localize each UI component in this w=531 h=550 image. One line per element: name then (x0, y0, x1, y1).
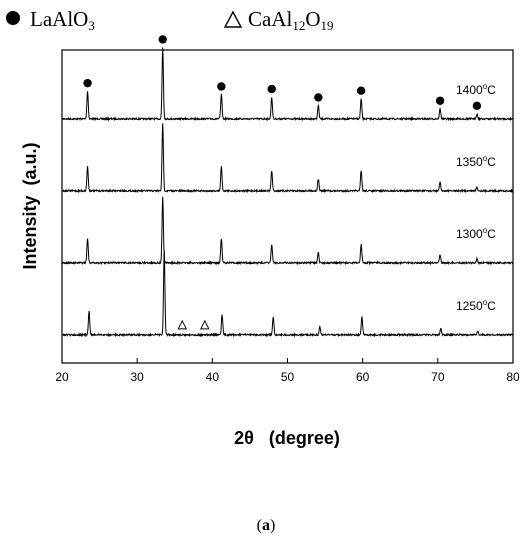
legend-label-laalo3: LaAlO3 (30, 7, 95, 33)
laalo3-peak-marker (217, 82, 226, 91)
series-line-1400 (61, 47, 514, 122)
plot-frame (61, 49, 514, 364)
x-tick-label: 40 (206, 370, 220, 384)
laalo3-peak-marker (472, 101, 482, 111)
y-axis-title: Intensity (a.u.) (20, 142, 40, 269)
x-axis-ticks: 20 30 40 50 60 70 80 (55, 358, 520, 384)
figure-caption: (a) (257, 517, 276, 534)
x-tick-label: 20 (55, 370, 69, 384)
phase-markers (83, 35, 482, 330)
laalo3-peak-marker (435, 96, 445, 105)
series-line-1300 (61, 196, 514, 266)
legend-marker-filled-circle (6, 11, 20, 25)
temperature-label-1350: 1350oC (456, 154, 496, 169)
temperature-label-1300: 1300oC (456, 226, 496, 241)
series-line-1350 (61, 123, 514, 194)
temperature-labels: 1400oC 1350oC 1300oC 1250oC (456, 82, 496, 313)
laalo3-peak-marker (314, 93, 323, 102)
x-tick-label: 60 (356, 370, 370, 384)
laalo3-peak-marker (158, 35, 167, 44)
laalo3-peak-marker (267, 84, 276, 94)
diffraction-traces (61, 47, 514, 338)
x-tick-label: 70 (431, 370, 445, 384)
x-tick-label: 50 (281, 370, 295, 384)
x-tick-label: 80 (506, 370, 520, 384)
legend: LaAlO3 CaAl12O19 (6, 7, 334, 33)
laalo3-peak-marker (83, 78, 92, 88)
caal12o19-peak-marker (200, 319, 210, 330)
laalo3-peak-marker (356, 86, 366, 95)
temperature-label-1250: 1250oC (456, 298, 496, 313)
legend-marker-open-triangle (223, 10, 243, 28)
x-tick-label: 30 (130, 370, 144, 384)
x-axis-title: 2θ (degree) (234, 428, 340, 448)
legend-label-caal12o19: CaAl12O19 (248, 7, 334, 33)
series-line-1250 (61, 250, 514, 338)
temperature-label-1400: 1400oC (456, 82, 496, 97)
caal12o19-peak-marker (177, 319, 188, 330)
